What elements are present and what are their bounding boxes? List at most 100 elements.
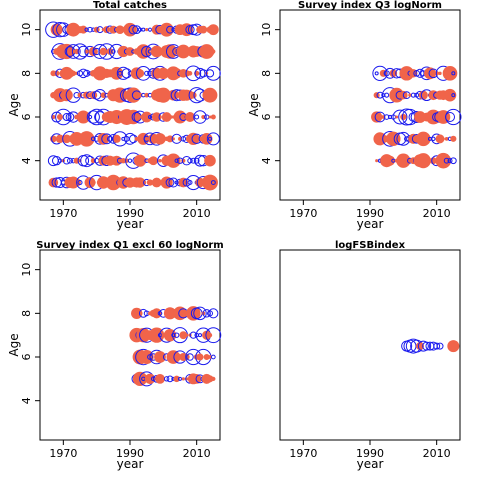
- bubble-positive: [60, 89, 73, 102]
- bubble-positive: [151, 177, 162, 188]
- bubble-positive: [154, 351, 166, 363]
- panel-logfsbindex: logFSBindex 1970 1990 2010 year: [279, 240, 461, 471]
- bubble-positive: [157, 67, 170, 80]
- bubble-positive: [164, 93, 169, 98]
- bubble-negative: [210, 180, 216, 185]
- bubble-positive: [166, 153, 181, 168]
- bubble-positive: [49, 135, 57, 143]
- bubble-positive: [173, 306, 187, 321]
- bubble-positive: [206, 375, 214, 383]
- bubble-negative: [436, 342, 444, 350]
- bubble-positive: [424, 67, 436, 80]
- bubble-negative: [87, 26, 93, 33]
- bubble-negative: [194, 67, 206, 79]
- x-tick-label: 2010: [183, 207, 211, 220]
- bubble-positive: [123, 22, 137, 37]
- bubble-positive: [375, 159, 379, 163]
- y-tick-label: 8: [20, 310, 33, 317]
- bubble-negative: [84, 27, 89, 32]
- bubble-positive: [110, 66, 124, 80]
- bubble-negative: [141, 27, 146, 32]
- y-tick-label: 10: [20, 263, 33, 277]
- x-tick-label: 2010: [423, 447, 451, 460]
- plot-frame: [39, 249, 221, 441]
- bubble-negative: [383, 114, 390, 120]
- y-tick-label: 10: [260, 23, 273, 37]
- bubble-positive: [191, 373, 202, 384]
- bubble-negative: [55, 108, 72, 126]
- bubble-negative: [197, 333, 203, 338]
- y-tick-label: 4: [260, 157, 273, 164]
- bubble-positive: [100, 92, 107, 98]
- bubble-positive: [151, 24, 162, 35]
- bubble-positive: [181, 377, 185, 381]
- bubble-negative: [451, 93, 456, 98]
- bubble-negative: [182, 178, 191, 187]
- bubble-positive: [76, 110, 90, 124]
- bubble-positive: [176, 44, 191, 59]
- bubble-positive: [155, 87, 171, 103]
- bubble-negative: [383, 70, 390, 77]
- plot-frame: [279, 249, 461, 441]
- bubble-positive: [185, 333, 189, 337]
- bubble-negative: [193, 110, 207, 124]
- bubble-positive: [137, 310, 143, 316]
- bubble-negative: [202, 309, 211, 318]
- bubble-positive: [211, 93, 215, 97]
- bubble-negative: [147, 114, 153, 120]
- bubble-negative: [433, 342, 441, 350]
- bubble-negative: [98, 43, 115, 60]
- bubble-negative: [206, 132, 220, 146]
- bubble-positive: [166, 135, 174, 143]
- panel-survey-q1: Survey index Q1 excl 60 logNorm 1970 1990 2…: [7, 240, 224, 471]
- bubble-positive: [148, 156, 158, 166]
- bubble-positive: [386, 131, 401, 147]
- bubble-negative: [165, 178, 175, 187]
- bubble-positive: [204, 154, 216, 167]
- bubble-positive: [416, 131, 431, 147]
- x-axis-label: year: [117, 217, 144, 231]
- bubble-positive: [155, 373, 165, 384]
- bubble-negative: [52, 156, 62, 166]
- y-tick-label: 10: [20, 23, 33, 37]
- bubble-positive: [190, 91, 197, 99]
- panel-title: Survey index Q1 excl 60 logNorm: [36, 240, 223, 251]
- panel-title: Survey index Q3 logNorm: [298, 0, 442, 11]
- bubble-positive: [441, 137, 445, 141]
- bubble-positive: [203, 353, 210, 361]
- bubble-positive: [443, 113, 451, 121]
- x-tick-label: 1970: [49, 447, 77, 460]
- bubble-positive: [450, 135, 457, 142]
- bubble-positive: [207, 24, 219, 36]
- bubble-positive: [185, 112, 195, 123]
- bubble-positive: [151, 112, 162, 122]
- bubble-positive: [196, 353, 204, 361]
- bubble-negative: [449, 157, 457, 165]
- bubble-positive: [199, 25, 208, 34]
- bubble-negative: [112, 131, 128, 147]
- bubble-negative: [415, 68, 425, 78]
- bubble-positive: [135, 69, 145, 78]
- bubble-negative: [164, 376, 170, 382]
- y-tick-label: 4: [20, 397, 33, 404]
- bubble-negative: [62, 156, 71, 165]
- bubble-positive: [90, 180, 96, 185]
- bubble-positive: [202, 174, 218, 191]
- bubble-positive: [70, 70, 77, 77]
- bubble-positive: [150, 45, 163, 58]
- bubble-positive: [151, 308, 162, 319]
- bubble-positive: [125, 47, 135, 56]
- bubble-negative: [376, 91, 384, 99]
- bubble-positive: [181, 158, 186, 163]
- bubble-positive: [205, 46, 215, 57]
- bubble-positive: [84, 177, 96, 188]
- y-tick-label: 4: [20, 157, 33, 164]
- bubble-positive: [146, 179, 154, 186]
- bubble-positive: [422, 156, 431, 165]
- bubble-positive: [443, 88, 457, 102]
- bubble-positive: [371, 111, 383, 123]
- bubble-positive: [167, 114, 173, 120]
- bubble-positive: [408, 93, 412, 97]
- bubble-positive: [400, 113, 407, 121]
- bubble-negative: [116, 66, 130, 80]
